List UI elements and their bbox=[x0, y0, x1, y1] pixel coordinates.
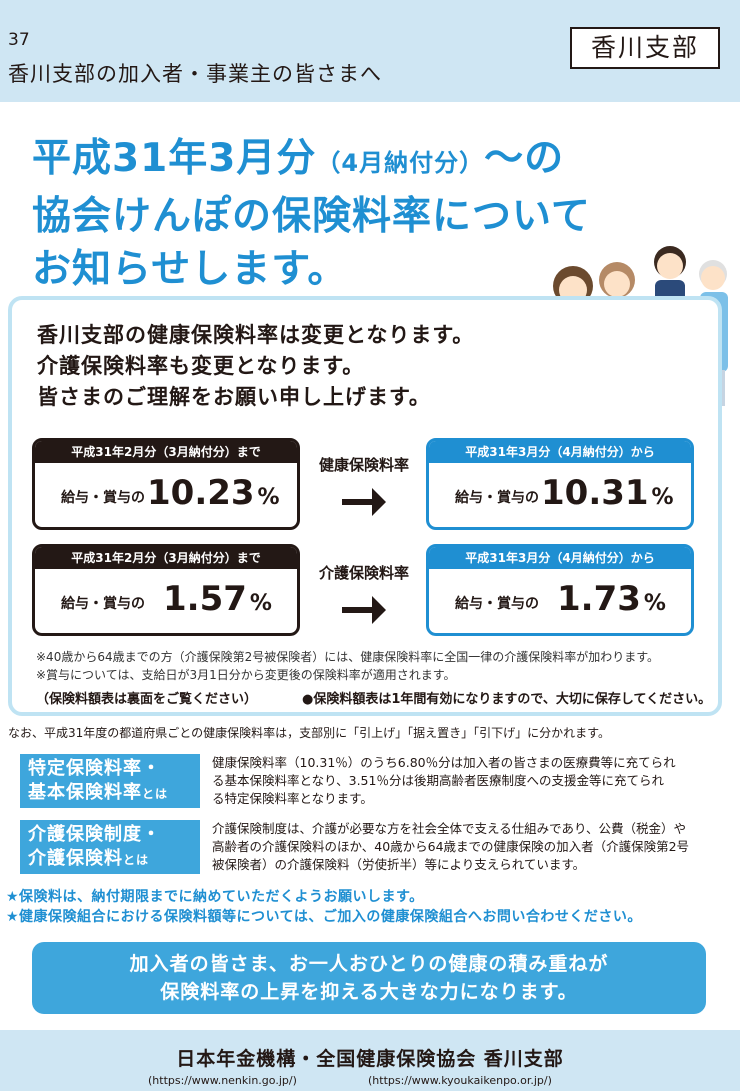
definition-text-care: 介護保険制度は、介護が必要な方を社会全体で支える仕組みであり、公費（税金）や 高… bbox=[212, 820, 722, 874]
tag-line2: 介護保険料 bbox=[28, 848, 123, 869]
title-line1-main: 平成31年3月分 bbox=[32, 136, 317, 181]
arrow-right-icon bbox=[342, 488, 386, 516]
definition-line: 健康保険料率（10.31％）のうち6.80％分は加入者の皆さまの医療費等に充てら… bbox=[212, 755, 676, 770]
definition-line: る基本保険料率となり、3.51％分は後期高齢者医療制度への支援金等に充てられ bbox=[212, 773, 664, 788]
intro-line3: 皆さまのご理解をお願い申し上げます。 bbox=[37, 385, 431, 409]
distribution-note: なお、平成31年度の都道府県ごとの健康保険料率は，支部別に「引上げ」「据え置き」… bbox=[8, 726, 610, 740]
health-new-header: 平成31年3月分（4月納付分）から bbox=[429, 441, 691, 463]
health-new-basis: 給与・賞与の bbox=[455, 490, 539, 506]
audience-line: 香川支部の加入者・事業主の皆さまへ bbox=[8, 62, 382, 86]
title-line3: お知らせします。 bbox=[32, 247, 348, 292]
banner-line1: 加入者の皆さま、お一人おひとりの健康の積み重ねが bbox=[129, 953, 609, 975]
definition-tag-care: 介護保険制度・ 介護保険料とは bbox=[20, 820, 200, 874]
title-line1-end: ～の bbox=[484, 136, 565, 181]
title-line1-small: （4月納付分） bbox=[316, 149, 485, 177]
tag-line1: 介護保険制度・ bbox=[28, 824, 161, 845]
notice-intro: 香川支部の健康保険料率は変更となります。 介護保険料率も変更となります。 皆さま… bbox=[37, 320, 474, 413]
health-old-basis: 給与・賞与の bbox=[61, 490, 145, 506]
health-rate-label: 健康保険料率 bbox=[318, 456, 409, 474]
tag-line1: 特定保険料率・ bbox=[28, 758, 161, 779]
arrow-right-icon bbox=[342, 596, 386, 624]
nenkin-url[interactable]: (https://www.nenkin.go.jp/) bbox=[148, 1074, 297, 1087]
health-message-banner: 加入者の皆さま、お一人おひとりの健康の積み重ねが 保険料率の上昇を抑える大きな力… bbox=[32, 942, 706, 1014]
tag-suffix: とは bbox=[123, 853, 150, 867]
definition-text-specific-rate: 健康保険料率（10.31％）のうち6.80％分は加入者の皆さまの医療費等に充てら… bbox=[212, 754, 722, 808]
definition-tag-specific-rate: 特定保険料率・ 基本保険料率とは bbox=[20, 754, 200, 808]
note-line2: ※賞与については、支給日が3月1日分から変更後の保険料率が適用されます。 bbox=[36, 668, 456, 682]
definition-line: る特定保険料率となります。 bbox=[212, 791, 373, 806]
health-rate-old: 平成31年2月分（3月納付分）まで 給与・賞与の 10.23% bbox=[32, 438, 300, 530]
care-old-unit: % bbox=[249, 591, 272, 616]
tag-line2: 基本保険料率 bbox=[28, 782, 142, 803]
health-old-value: 10.23 bbox=[147, 473, 255, 513]
kyoukaikenpo-url[interactable]: (https://www.kyoukaikenpo.or.jp/) bbox=[368, 1074, 552, 1087]
health-rate-new: 平成31年3月分（4月納付分）から 給与・賞与の 10.31% bbox=[426, 438, 694, 530]
page-title: 平成31年3月分（4月納付分）～の 協会けんぽの保険料率について お知らせします… bbox=[32, 132, 592, 296]
definition-line: 高齢者の介護保険料のほか、40歳から64歳までの健康保険の加入者（介護保険第2号 bbox=[212, 839, 690, 854]
table-reference: （保険料額表は裏面をご覧ください） bbox=[36, 692, 258, 707]
health-old-value-wrap: 10.23% bbox=[147, 473, 280, 513]
tag-suffix: とは bbox=[142, 787, 169, 801]
care-old-basis: 給与・賞与の bbox=[61, 596, 145, 612]
intro-line2: 介護保険料率も変更となります。 bbox=[37, 354, 365, 378]
health-new-value: 10.31 bbox=[541, 473, 649, 513]
care-old-header: 平成31年2月分（3月納付分）まで bbox=[35, 547, 297, 569]
care-old-value: 1.57 bbox=[163, 579, 247, 619]
care-rate-old: 平成31年2月分（3月納付分）まで 給与・賞与の 1.57% bbox=[32, 544, 300, 636]
definition-line: 介護保険制度は、介護が必要な方を社会全体で支える仕組みであり、公費（税金）や bbox=[212, 821, 687, 836]
care-new-basis: 給与・賞与の bbox=[455, 596, 539, 612]
note-line1: ※40歳から64歳までの方（介護保険第2号被保険者）には、健康保険料率に全国一律… bbox=[36, 650, 660, 664]
care-rate-new: 平成31年3月分（4月納付分）から 給与・賞与の 1.73% bbox=[426, 544, 694, 636]
care-rate-label: 介護保険料率 bbox=[318, 564, 409, 582]
definition-line: 被保険者）の介護保険料（労使折半）等により支えられています。 bbox=[212, 857, 586, 872]
page-number: 37 bbox=[8, 30, 30, 50]
care-new-unit: % bbox=[643, 591, 666, 616]
health-old-unit: % bbox=[257, 485, 280, 510]
title-line2: 協会けんぽの保険料率について bbox=[32, 194, 591, 239]
intro-line1: 香川支部の健康保険料率は変更となります。 bbox=[37, 323, 475, 347]
health-new-unit: % bbox=[651, 485, 674, 510]
notice-notes: ※40歳から64歳までの方（介護保険第2号被保険者）には、健康保険料率に全国一律… bbox=[36, 648, 659, 684]
health-new-value-wrap: 10.31% bbox=[541, 473, 674, 513]
page-footer: 日本年金機構・全国健康保険協会 香川支部 (https://www.nenkin… bbox=[0, 1030, 740, 1091]
page-header: 37 香川支部の加入者・事業主の皆さまへ 香川支部 bbox=[0, 0, 740, 100]
care-new-value: 1.73 bbox=[557, 579, 641, 619]
star-note: ★健康保険組合における保険料額等については、ご加入の健康保険組合へお問い合わせく… bbox=[6, 909, 642, 925]
rate-notice-panel: 香川支部の健康保険料率は変更となります。 介護保険料率も変更となります。 皆さま… bbox=[8, 296, 722, 716]
keep-notice: ●保険料額表は1年間有効になりますので、大切に保存してください。 bbox=[302, 692, 712, 707]
care-new-header: 平成31年3月分（4月納付分）から bbox=[429, 547, 691, 569]
banner-line2: 保険料率の上昇を抑える大きな力になります。 bbox=[160, 981, 578, 1003]
branch-label: 香川支部 bbox=[570, 27, 720, 69]
star-note: ★保険料は、納付期限までに納めていただくようお願いします。 bbox=[6, 889, 424, 905]
care-old-value-wrap: 1.57% bbox=[163, 579, 272, 619]
health-old-header: 平成31年2月分（3月納付分）まで bbox=[35, 441, 297, 463]
footer-organization: 日本年金機構・全国健康保険協会 香川支部 bbox=[176, 1048, 564, 1070]
care-new-value-wrap: 1.73% bbox=[557, 579, 666, 619]
